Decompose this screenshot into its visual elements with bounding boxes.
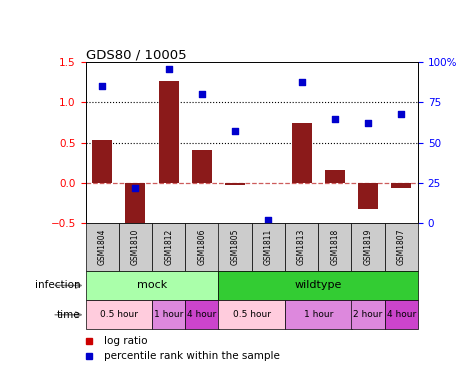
Bar [152, 300, 185, 329]
Bar [192, 150, 212, 183]
Bar [152, 223, 185, 271]
Bar [119, 223, 152, 271]
Text: 1 hour: 1 hour [304, 310, 333, 319]
Bar [185, 223, 218, 271]
Text: 0.5 hour: 0.5 hour [233, 310, 271, 319]
Point [364, 120, 372, 126]
Bar [86, 271, 218, 300]
Bar [292, 123, 312, 183]
Text: GSM1811: GSM1811 [264, 229, 273, 265]
Bar [325, 170, 345, 183]
Point [231, 128, 239, 134]
Bar [159, 81, 179, 183]
Text: wildtype: wildtype [294, 280, 342, 291]
Bar [252, 223, 285, 271]
Text: 1 hour: 1 hour [154, 310, 183, 319]
Bar [92, 140, 112, 183]
Bar [86, 300, 152, 329]
Bar [86, 223, 119, 271]
Text: log ratio: log ratio [104, 336, 147, 346]
Bar [125, 183, 145, 233]
Point [98, 83, 106, 89]
Text: percentile rank within the sample: percentile rank within the sample [104, 351, 280, 361]
Text: 4 hour: 4 hour [387, 310, 416, 319]
Bar [352, 300, 385, 329]
Point [298, 79, 305, 85]
Text: 2 hour: 2 hour [353, 310, 383, 319]
Bar [218, 271, 418, 300]
Bar [185, 300, 218, 329]
Text: GDS80 / 10005: GDS80 / 10005 [86, 48, 186, 61]
Bar [225, 183, 245, 184]
Point [398, 111, 405, 117]
Text: GSM1812: GSM1812 [164, 229, 173, 265]
Point [265, 217, 272, 223]
Bar [285, 300, 352, 329]
Bar [218, 223, 252, 271]
Text: GSM1804: GSM1804 [98, 229, 106, 265]
Bar [391, 183, 411, 188]
Point [132, 185, 139, 191]
Point [165, 66, 172, 72]
Bar [318, 223, 352, 271]
Bar [285, 223, 318, 271]
Text: time: time [57, 310, 81, 320]
Text: GSM1805: GSM1805 [231, 229, 239, 265]
Bar [218, 300, 285, 329]
Text: 0.5 hour: 0.5 hour [100, 310, 138, 319]
Bar [385, 223, 418, 271]
Text: GSM1818: GSM1818 [331, 229, 339, 265]
Text: mock: mock [137, 280, 167, 291]
Point [198, 92, 206, 97]
Text: GSM1819: GSM1819 [364, 229, 372, 265]
Point [331, 116, 339, 122]
Bar [352, 223, 385, 271]
Text: 4 hour: 4 hour [187, 310, 217, 319]
Text: GSM1806: GSM1806 [198, 229, 206, 265]
Text: GSM1807: GSM1807 [397, 229, 406, 265]
Bar [358, 183, 378, 209]
Text: infection: infection [35, 280, 81, 291]
Bar [385, 300, 418, 329]
Text: GSM1813: GSM1813 [297, 229, 306, 265]
Text: GSM1810: GSM1810 [131, 229, 140, 265]
